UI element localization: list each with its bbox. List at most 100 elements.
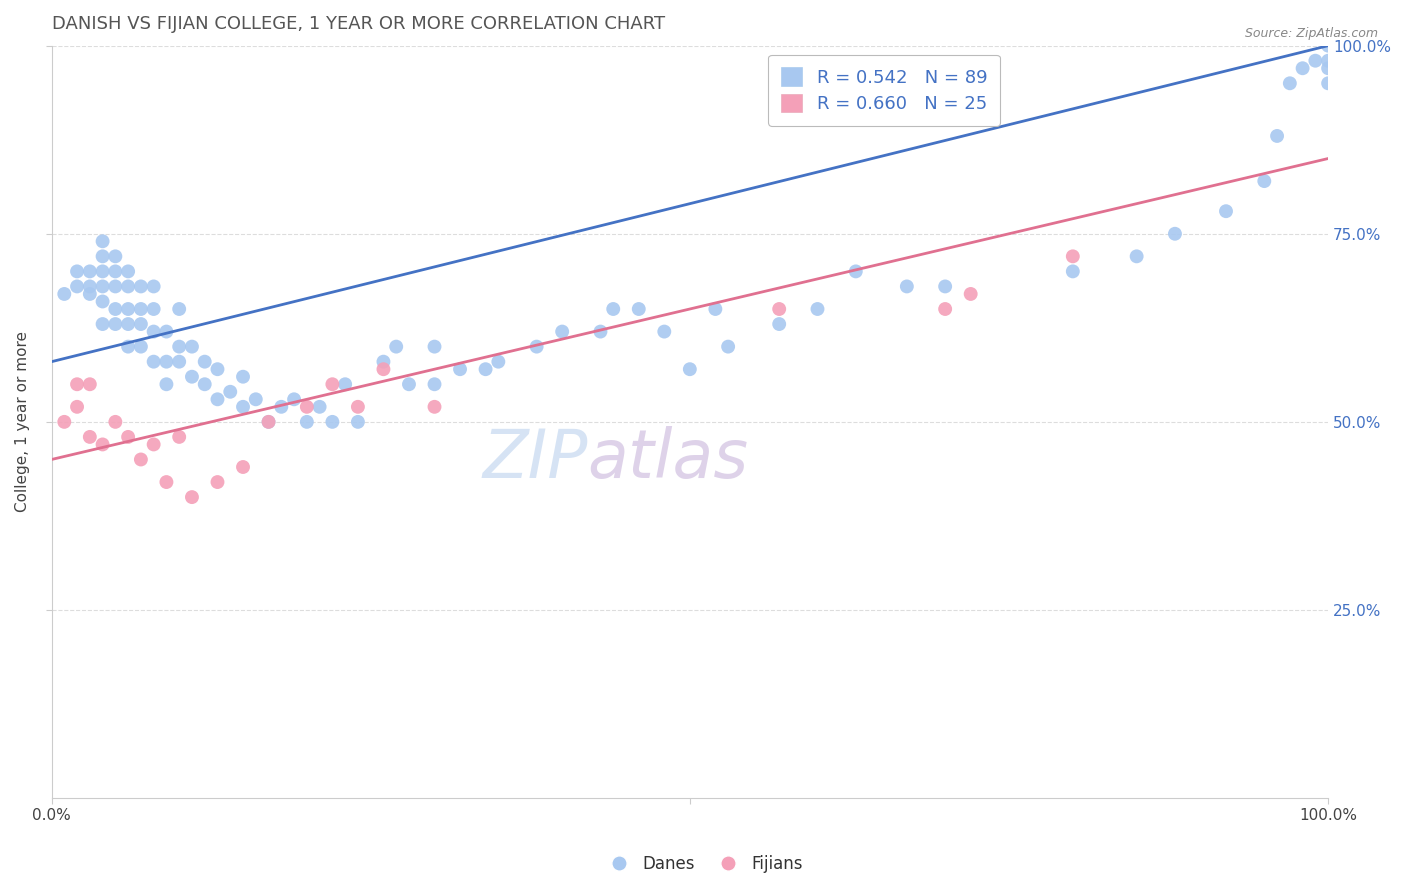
Point [373, 362, 395, 376]
Legend: R = 0.542   N = 89, R = 0.660   N = 25: R = 0.542 N = 89, R = 0.660 N = 25 [768, 54, 1000, 126]
Point [1215, 204, 1237, 219]
Text: atlas: atlas [588, 426, 749, 492]
Point [117, 317, 139, 331]
Point [347, 400, 370, 414]
Point [551, 325, 574, 339]
Point [257, 415, 280, 429]
Point [717, 340, 740, 354]
Point [1291, 62, 1313, 76]
Point [79, 377, 101, 392]
Point [934, 301, 956, 316]
Point [181, 490, 204, 504]
Point [129, 301, 152, 316]
Point [295, 415, 318, 429]
Text: ZIP: ZIP [482, 426, 588, 492]
Point [104, 317, 127, 331]
Point [423, 400, 446, 414]
Point [347, 415, 370, 429]
Point [167, 340, 190, 354]
Legend: Danes, Fijians: Danes, Fijians [596, 848, 810, 880]
Point [679, 362, 702, 376]
Point [896, 279, 918, 293]
Point [321, 415, 343, 429]
Point [652, 325, 675, 339]
Point [66, 264, 89, 278]
Point [129, 279, 152, 293]
Point [91, 279, 114, 293]
Point [142, 325, 165, 339]
Point [91, 264, 114, 278]
Point [845, 264, 868, 278]
Text: DANISH VS FIJIAN COLLEGE, 1 YEAR OR MORE CORRELATION CHART: DANISH VS FIJIAN COLLEGE, 1 YEAR OR MORE… [52, 15, 665, 33]
Point [959, 287, 981, 301]
Point [79, 264, 101, 278]
Point [66, 279, 89, 293]
Point [270, 400, 292, 414]
Point [155, 325, 177, 339]
Point [66, 400, 89, 414]
Point [194, 354, 217, 368]
Point [155, 475, 177, 489]
Point [486, 354, 509, 368]
Point [129, 452, 152, 467]
Point [142, 279, 165, 293]
Point [79, 279, 101, 293]
Point [1164, 227, 1187, 241]
Point [423, 340, 446, 354]
Point [155, 354, 177, 368]
Point [333, 377, 356, 392]
Point [806, 301, 828, 316]
Point [91, 249, 114, 263]
Point [117, 279, 139, 293]
Point [167, 301, 190, 316]
Point [602, 301, 624, 316]
Point [321, 377, 343, 392]
Point [181, 369, 204, 384]
Point [627, 301, 650, 316]
Point [1305, 54, 1327, 68]
Point [167, 430, 190, 444]
Point [257, 415, 280, 429]
Point [308, 400, 330, 414]
Point [295, 400, 318, 414]
Point [245, 392, 267, 407]
Point [91, 317, 114, 331]
Point [1317, 54, 1340, 68]
Point [207, 362, 229, 376]
Point [155, 377, 177, 392]
Point [232, 369, 254, 384]
Point [232, 400, 254, 414]
Point [423, 377, 446, 392]
Point [449, 362, 471, 376]
Point [66, 377, 89, 392]
Point [1265, 128, 1288, 143]
Point [117, 301, 139, 316]
Point [194, 377, 217, 392]
Point [232, 460, 254, 475]
Point [142, 301, 165, 316]
Point [398, 377, 420, 392]
Point [704, 301, 727, 316]
Point [768, 301, 790, 316]
Point [104, 415, 127, 429]
Point [129, 340, 152, 354]
Point [53, 415, 76, 429]
Point [142, 437, 165, 451]
Point [167, 354, 190, 368]
Point [53, 287, 76, 301]
Point [129, 317, 152, 331]
Point [768, 317, 790, 331]
Point [1317, 62, 1340, 76]
Point [207, 475, 229, 489]
Point [1125, 249, 1147, 263]
Point [526, 340, 548, 354]
Point [91, 437, 114, 451]
Point [91, 294, 114, 309]
Point [1253, 174, 1275, 188]
Point [104, 264, 127, 278]
Point [373, 354, 395, 368]
Point [79, 287, 101, 301]
Point [589, 325, 612, 339]
Point [1317, 76, 1340, 90]
Point [117, 264, 139, 278]
